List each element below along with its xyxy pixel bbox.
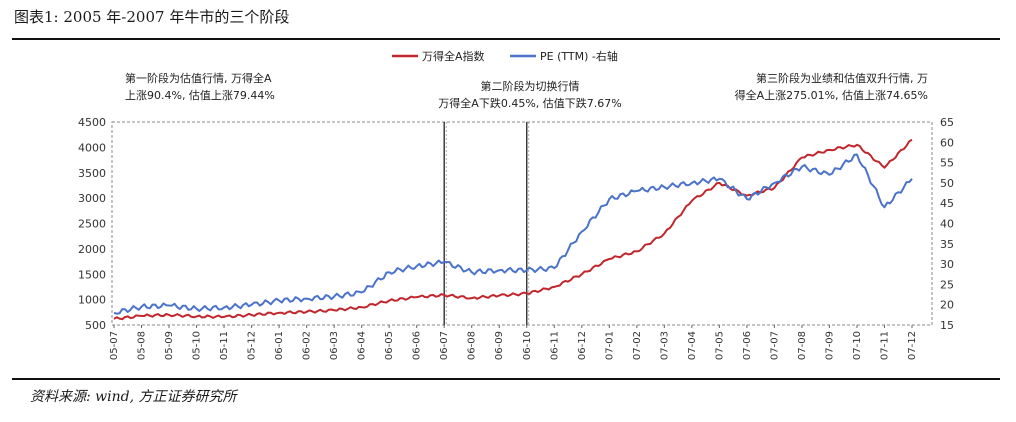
left-tick-label: 2500	[78, 218, 106, 231]
source-note: 资料来源: wind, 方正证券研究所	[30, 389, 237, 405]
right-tick-label: 40	[940, 218, 954, 231]
x-tick-label: 07-01	[604, 331, 615, 360]
legend-label: 万得全A指数	[422, 49, 485, 63]
x-tick-label: 07-08	[797, 331, 808, 360]
x-tick-label: 06-04	[357, 331, 368, 360]
plot-area-border	[111, 121, 933, 326]
x-tick-label: 06-02	[302, 331, 313, 360]
x-tick-label: 05-07	[109, 331, 120, 360]
phase-annotations: 第一阶段为估值行情, 万得全A 上涨90.4%, 估值上涨79.44% 第二阶段为切…	[125, 71, 928, 110]
x-tick-label: 06-09	[494, 331, 505, 360]
right-tick-label: 30	[940, 258, 954, 271]
x-tick-label: 07-05	[714, 331, 725, 360]
bottom-rule	[12, 378, 1000, 380]
x-tick-label: 06-03	[329, 331, 340, 360]
x-tick-label: 07-09	[824, 331, 835, 360]
right-tick-label: 45	[940, 197, 954, 210]
annotation-line: 得全A上涨275.01%, 估值上涨74.65%	[735, 88, 928, 102]
left-tick-label: 4500	[78, 116, 106, 129]
right-tick-label: 25	[940, 278, 954, 291]
legend-label: PE (TTM) -右轴	[540, 49, 618, 63]
right-tick-label: 60	[940, 136, 954, 149]
phase-dividers	[443, 122, 530, 325]
x-tick-label: 07-11	[879, 331, 890, 360]
right-tick-label: 15	[940, 319, 954, 332]
left-tick-label: 3000	[78, 192, 106, 205]
annotation-line: 上涨90.4%, 估值上涨79.44%	[125, 89, 275, 102]
x-tick-label: 06-07	[439, 331, 450, 360]
x-tick-label: 06-01	[274, 331, 285, 360]
x-tick-label: 06-10	[522, 331, 533, 360]
series-line-0	[113, 138, 913, 321]
x-tick-label: 07-04	[687, 331, 698, 360]
right-axis: 15 20 25 30 35 40 45 50 55 60 65	[940, 116, 954, 332]
left-tick-label: 500	[85, 319, 106, 332]
annotation-line: 第三阶段为业绩和估值双升行情, 万	[756, 71, 928, 85]
right-tick-label: 35	[940, 238, 954, 251]
x-tick-label: 07-02	[632, 331, 643, 360]
x-tick-label: 07-10	[852, 331, 863, 360]
left-tick-label: 1500	[78, 268, 106, 281]
x-tick-label: 05-11	[219, 331, 230, 360]
x-tick-label: 05-12	[247, 331, 258, 360]
right-tick-label: 20	[940, 299, 954, 312]
legend: 万得全A指数 PE (TTM) -右轴	[392, 49, 618, 63]
right-tick-label: 65	[940, 116, 954, 129]
x-tick-label: 06-11	[549, 331, 560, 360]
x-tick-label: 06-06	[412, 331, 423, 360]
x-tick-label: 05-08	[137, 331, 148, 360]
x-tick-label: 06-05	[384, 331, 395, 360]
x-tick-label: 06-12	[577, 331, 588, 360]
left-tick-label: 2000	[78, 243, 106, 256]
x-tick-label: 07-03	[659, 331, 670, 360]
top-rule	[12, 38, 1000, 40]
annotation-line: 万得全A下跌0.45%, 估值下跌7.67%	[438, 96, 621, 110]
figure-title: 图表1: 2005 年-2007 年牛市的三个阶段	[14, 8, 290, 26]
x-tick-label: 07-07	[769, 331, 780, 360]
right-tick-label: 50	[940, 177, 954, 190]
annotation-line: 第一阶段为估值行情, 万得全A	[125, 71, 272, 85]
right-tick-label: 55	[940, 157, 954, 170]
annotation-line: 第二阶段为切换行情	[481, 79, 580, 93]
series-lines	[113, 138, 913, 321]
bull-market-chart: 万得全A指数 PE (TTM) -右轴 第一阶段为估值行情, 万得全A 上涨90.4…	[78, 49, 954, 360]
x-tick-label: 05-10	[192, 331, 203, 360]
x-tick-label: 07-12	[907, 331, 918, 360]
left-tick-label: 3500	[78, 167, 106, 180]
x-tick-label: 06-08	[467, 331, 478, 360]
x-tick-label: 07-06	[742, 331, 753, 360]
left-tick-label: 4000	[78, 141, 106, 154]
left-axis: 500 1000 1500 2000 2500 3000 3500 4000 4500	[78, 116, 106, 332]
left-tick-label: 1000	[78, 294, 106, 307]
series-line-1	[113, 153, 913, 315]
x-axis: 05-07 05-08 05-09 05-10 05-11 05-12 06-01 06-02…	[109, 325, 918, 360]
x-tick-label: 05-09	[164, 331, 175, 360]
